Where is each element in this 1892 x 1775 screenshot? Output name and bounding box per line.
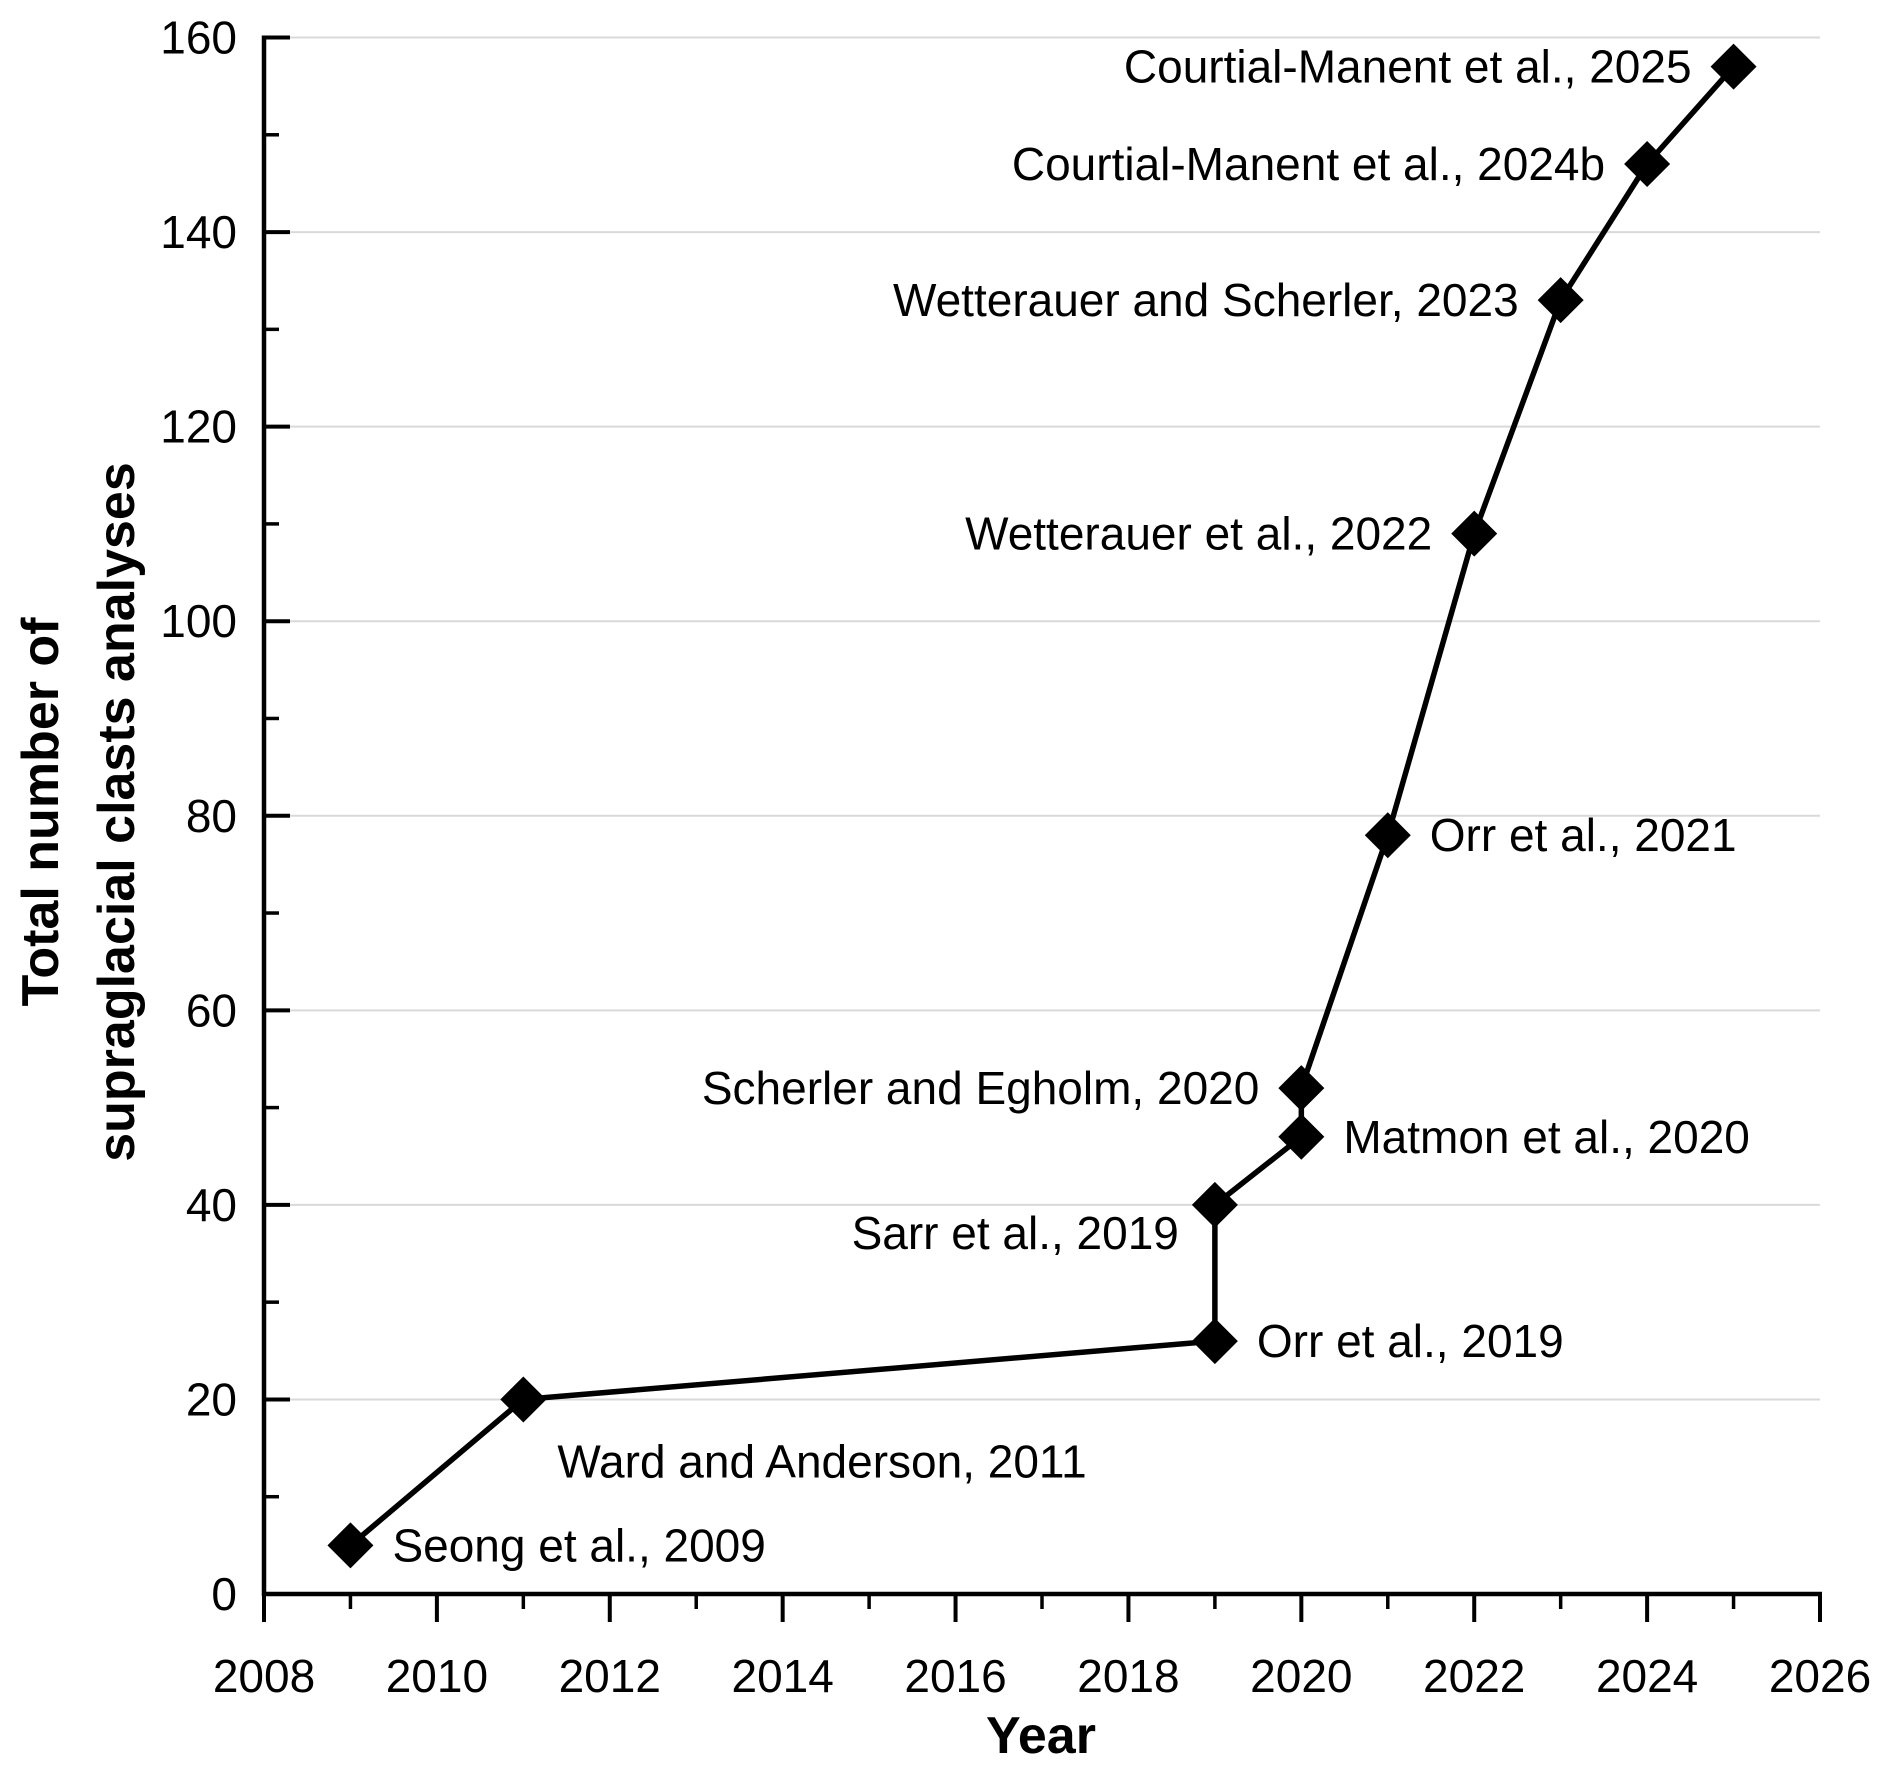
- y-tick-label: 160: [160, 12, 237, 64]
- y-tick-label: 60: [186, 984, 237, 1036]
- y-tick-label: 80: [186, 790, 237, 842]
- x-tick-label: 2018: [1077, 1650, 1179, 1702]
- x-tick-label: 2016: [904, 1650, 1006, 1702]
- data-point-marker: [1364, 812, 1411, 859]
- x-axis-tick-labels: 2008 2010 2012 2014 2016 2018 2020 2022 2024 2026: [213, 1650, 1871, 1702]
- x-tick-label: 2012: [559, 1650, 661, 1702]
- y-tick-label: 40: [186, 1179, 237, 1231]
- x-tick-label: 2020: [1250, 1650, 1352, 1702]
- data-point-marker: [1710, 43, 1757, 90]
- y-tick-label: 100: [160, 595, 237, 647]
- data-point-label: Courtial-Manent et al., 2025: [1124, 41, 1692, 93]
- x-axis-title: Year: [986, 1707, 1096, 1765]
- x-tick-label: 2010: [386, 1650, 488, 1702]
- x-tick-label: 2014: [731, 1650, 833, 1702]
- data-point-label: Seong et al., 2009: [392, 1519, 765, 1571]
- x-tick-label: 2026: [1769, 1650, 1871, 1702]
- data-point-label: Wetterauer and Scherler, 2023: [893, 274, 1519, 326]
- data-point-label: Orr et al., 2021: [1430, 809, 1737, 861]
- x-tick-label: 2008: [213, 1650, 315, 1702]
- data-point-marker: [327, 1522, 374, 1569]
- data-point-marker: [1191, 1318, 1238, 1365]
- y-axis-title-line2: supraglacial clasts analyses: [88, 462, 146, 1162]
- x-axis-ticks: [262, 1594, 1822, 1622]
- y-axis-title-line1: Total number of: [12, 617, 70, 1007]
- data-point-labels: Seong et al., 2009 Ward and Anderson, 201…: [392, 41, 1749, 1572]
- data-point-marker: [1278, 1113, 1325, 1160]
- y-axis-ticks: [264, 35, 290, 1596]
- y-tick-label: 120: [160, 401, 237, 453]
- data-point-label: Courtial-Manent et al., 2024b: [1012, 138, 1605, 190]
- data-point-marker: [1451, 510, 1498, 557]
- x-tick-label: 2024: [1596, 1650, 1698, 1702]
- gridlines: [264, 36, 1820, 1401]
- data-point-label: Orr et al., 2019: [1257, 1315, 1564, 1367]
- y-tick-label: 0: [211, 1568, 237, 1620]
- data-point-label: Ward and Anderson, 2011: [557, 1435, 1086, 1487]
- y-axis-tick-labels: 0 20 40 60 80 100 120 140 160: [160, 12, 237, 1621]
- data-point-marker: [1624, 140, 1671, 187]
- x-tick-label: 2022: [1423, 1650, 1525, 1702]
- data-point-marker: [500, 1376, 547, 1423]
- y-tick-label: 140: [160, 206, 237, 258]
- data-point-markers: [327, 43, 1757, 1569]
- data-point-marker: [1537, 277, 1584, 324]
- y-tick-label: 20: [186, 1373, 237, 1425]
- data-point-label: Matmon et al., 2020: [1343, 1111, 1750, 1163]
- data-point-label: Scherler and Egholm, 2020: [702, 1062, 1259, 1114]
- data-point-label: Sarr et al., 2019: [852, 1207, 1179, 1259]
- data-point-marker: [1191, 1181, 1238, 1228]
- data-point-marker: [1278, 1065, 1325, 1112]
- data-point-label: Wetterauer et al., 2022: [965, 508, 1432, 560]
